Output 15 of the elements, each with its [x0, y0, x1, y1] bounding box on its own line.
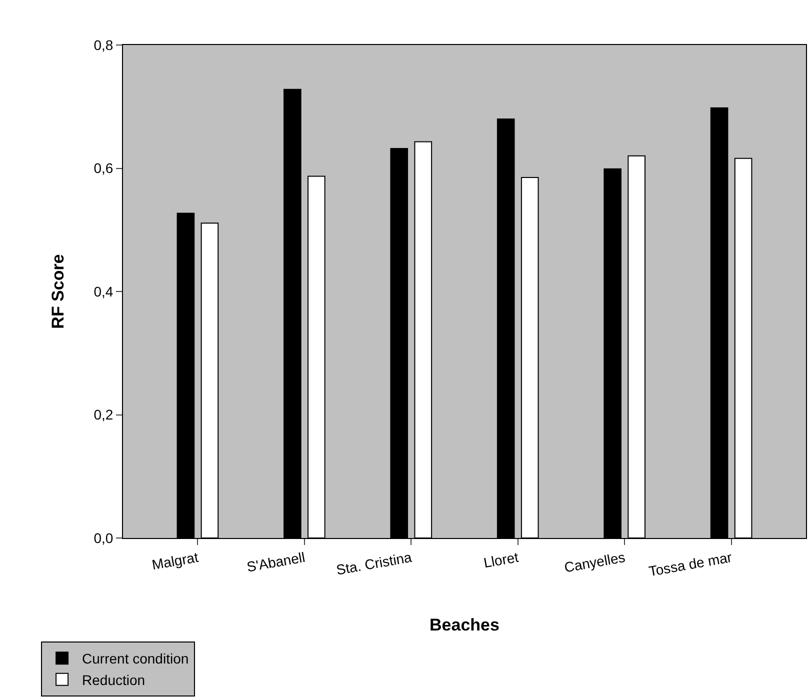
legend-label: Reduction	[82, 672, 146, 688]
x-tick-label: Canyelles	[562, 548, 626, 576]
y-tick-label: 0,6	[94, 160, 114, 176]
x-axis-title: Beaches	[430, 616, 500, 635]
x-tick-label: Malgrat	[150, 548, 200, 573]
y-axis-title: RF Score	[48, 254, 68, 329]
y-tick-label: 0,4	[94, 283, 114, 300]
y-tick-label: 0,8	[94, 36, 114, 53]
x-tick-label: Tossa de mar	[647, 548, 734, 580]
y-tick-label: 0,0	[94, 530, 114, 546]
x-tick-label: Sta. Cristina	[335, 548, 414, 578]
legend-label: Current condition	[82, 650, 189, 667]
x-tick-label: S'Abanell	[246, 548, 306, 575]
y-tick-label: 0,2	[94, 406, 114, 423]
x-tick-label: Lloret	[482, 548, 520, 571]
